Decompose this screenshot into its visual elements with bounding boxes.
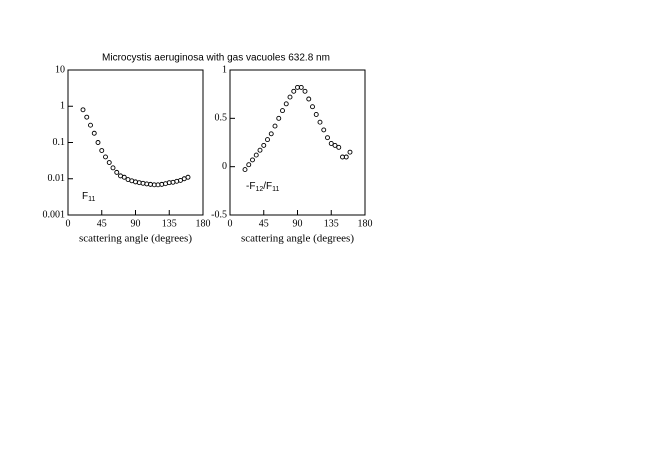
data-point xyxy=(321,127,327,133)
data-point xyxy=(250,157,255,163)
annotation-part: 11 xyxy=(88,196,95,203)
x-tick-label: 90 xyxy=(131,218,141,229)
data-point xyxy=(291,88,297,94)
data-point xyxy=(310,104,315,110)
x-tick-label: 180 xyxy=(196,218,211,229)
data-point xyxy=(91,130,97,136)
x-tick-label: 135 xyxy=(162,218,177,229)
data-point xyxy=(106,160,112,165)
annotation: -F12/F11 xyxy=(246,181,280,194)
annotation-part: F xyxy=(82,191,88,202)
data-point xyxy=(317,119,323,125)
data-point xyxy=(265,137,270,143)
x-tick-label: 180 xyxy=(358,218,373,229)
x-axis-label: scattering angle (degrees) xyxy=(241,233,354,245)
data-point xyxy=(343,154,349,160)
y-tick-label: 10 xyxy=(55,64,65,75)
x-tick-label: 45 xyxy=(97,218,107,229)
data-point xyxy=(99,148,105,153)
annotation-part: -F xyxy=(246,181,255,192)
data-point xyxy=(185,174,191,180)
data-point xyxy=(298,84,304,90)
y-tick-label: 0 xyxy=(222,161,227,172)
data-point xyxy=(257,147,263,153)
annotation-part: 12 xyxy=(255,186,263,193)
data-point xyxy=(332,142,338,148)
chart-title: Microcystis aeruginosa with gas vacuoles… xyxy=(102,53,330,64)
x-tick-label: 0 xyxy=(228,218,233,229)
data-point xyxy=(302,88,308,94)
annotation-part: 11 xyxy=(272,186,279,193)
x-tick-label: 135 xyxy=(324,218,339,229)
y-tick-label: 0.5 xyxy=(215,113,228,124)
data-point xyxy=(313,112,319,117)
y-tick-label: 1 xyxy=(60,101,65,112)
plot-frame xyxy=(67,69,204,216)
data-point xyxy=(280,108,285,114)
y-tick-label: 1 xyxy=(222,64,227,75)
annotation-part: /F xyxy=(263,181,272,192)
data-point xyxy=(268,131,274,137)
data-point xyxy=(246,162,252,168)
y-tick-label: 0.1 xyxy=(53,137,66,148)
x-tick-label: 45 xyxy=(259,218,269,229)
data-point xyxy=(121,174,127,180)
y-tick-label: 0.001 xyxy=(43,209,66,220)
data-point xyxy=(272,123,278,129)
data-point xyxy=(103,154,108,160)
data-point xyxy=(253,152,259,158)
data-point xyxy=(283,101,289,107)
data-point xyxy=(95,140,101,145)
annotation: F11 xyxy=(82,191,95,204)
data-point xyxy=(88,122,93,128)
data-point xyxy=(347,149,353,155)
data-point xyxy=(80,107,86,113)
data-point xyxy=(242,167,248,173)
x-axis-label: scattering angle (degrees) xyxy=(79,233,192,245)
data-point xyxy=(287,94,293,100)
data-point xyxy=(261,142,267,148)
data-point xyxy=(306,96,312,102)
data-point xyxy=(114,169,120,175)
data-point xyxy=(84,114,90,120)
x-tick-label: 0 xyxy=(66,218,71,229)
data-point xyxy=(110,165,116,171)
data-point xyxy=(276,115,282,121)
x-tick-label: 90 xyxy=(293,218,303,229)
plot-frame xyxy=(229,69,366,216)
y-tick-label: 0.01 xyxy=(48,173,66,184)
data-point xyxy=(328,141,334,146)
data-point xyxy=(325,135,330,141)
y-tick-label: -0.5 xyxy=(211,209,227,220)
data-point xyxy=(336,144,342,150)
